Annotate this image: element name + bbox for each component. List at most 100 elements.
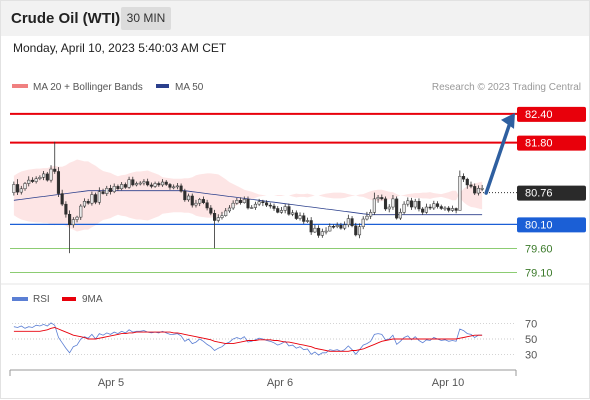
candle-body bbox=[305, 220, 310, 222]
price-level-resistance-label: 81.80 bbox=[525, 138, 553, 150]
candle-body bbox=[465, 178, 469, 186]
price-level-resistance-badge bbox=[517, 106, 586, 122]
candle-body bbox=[23, 183, 27, 190]
candle-body bbox=[12, 184, 16, 193]
candle-body bbox=[68, 213, 72, 226]
rsi-tick-label: 70 bbox=[525, 319, 537, 331]
candle-body bbox=[331, 226, 336, 228]
candle-body bbox=[283, 206, 287, 211]
candle-body bbox=[257, 201, 261, 205]
candle-body bbox=[246, 199, 250, 209]
rsi-tick-label: 50 bbox=[525, 334, 537, 346]
candle-body bbox=[90, 194, 94, 204]
last-price-label: 80.76 bbox=[525, 188, 553, 200]
candle-body bbox=[417, 201, 421, 210]
candle-body bbox=[53, 168, 57, 172]
candle-body bbox=[443, 207, 447, 210]
candle-body bbox=[298, 215, 302, 219]
candle-body bbox=[97, 191, 101, 203]
bollinger-legend-label: MA 20 + Bollinger Bands bbox=[33, 82, 143, 93]
candle-body bbox=[406, 200, 410, 205]
candle-body bbox=[328, 226, 332, 232]
rsi-line bbox=[13, 322, 483, 356]
candle-body bbox=[320, 231, 324, 236]
candle-body bbox=[439, 206, 443, 209]
x-tick-label: Apr 6 bbox=[267, 377, 293, 389]
candle-body bbox=[369, 212, 373, 217]
candle-body bbox=[354, 225, 358, 236]
candle-body bbox=[272, 205, 276, 209]
candle-body bbox=[409, 200, 414, 208]
candle-body bbox=[383, 198, 388, 210]
candle-body bbox=[242, 199, 246, 203]
candle-body bbox=[38, 176, 42, 179]
candle-body bbox=[42, 173, 46, 178]
bollinger-band-fill bbox=[13, 159, 483, 232]
datetime-label: Monday, April 10, 2023 5:40:03 AM CET bbox=[13, 41, 227, 55]
candle-body bbox=[447, 207, 451, 211]
candle-body bbox=[473, 186, 477, 194]
candle-body bbox=[268, 204, 272, 207]
candle-body bbox=[253, 203, 257, 208]
ma50-legend-swatch bbox=[156, 84, 169, 88]
candle-body bbox=[45, 173, 49, 181]
candle-body bbox=[71, 219, 75, 226]
candle-body bbox=[172, 186, 176, 189]
candle-body bbox=[350, 218, 354, 227]
timeframe-badge[interactable]: 30 MIN bbox=[121, 7, 171, 30]
candle-body bbox=[231, 202, 235, 209]
candle-body bbox=[421, 208, 425, 213]
price-level-minor-label: 79.10 bbox=[525, 267, 553, 279]
candle-body bbox=[60, 193, 64, 205]
candle-body bbox=[227, 207, 231, 212]
candle-body bbox=[175, 185, 179, 188]
candle-body bbox=[216, 217, 220, 221]
candle-body bbox=[19, 188, 23, 193]
rsi-ma-line bbox=[13, 327, 483, 352]
candle-body bbox=[402, 203, 406, 213]
x-tick-label: Apr 10 bbox=[432, 377, 464, 389]
candle-body bbox=[112, 186, 116, 192]
candle-body bbox=[142, 181, 146, 184]
candle-body bbox=[94, 194, 98, 203]
candle-body bbox=[279, 210, 283, 213]
candle-body bbox=[335, 225, 339, 227]
candle-body bbox=[462, 176, 466, 180]
candle-body bbox=[123, 184, 127, 188]
candle-body bbox=[194, 202, 198, 206]
candle-body bbox=[82, 201, 87, 207]
rsi-tick-label: 30 bbox=[525, 349, 537, 361]
candle-body bbox=[34, 178, 38, 182]
candle-body bbox=[476, 188, 480, 194]
rsi-ma-legend-swatch bbox=[62, 297, 76, 301]
candle-body bbox=[56, 171, 61, 194]
candle-body bbox=[376, 197, 380, 200]
candle-body bbox=[435, 203, 440, 207]
candle-body bbox=[261, 201, 265, 204]
projection-arrow-head bbox=[501, 112, 515, 129]
candle-body bbox=[454, 208, 458, 211]
candle-body bbox=[160, 181, 165, 186]
candle-body bbox=[201, 199, 205, 203]
candle-body bbox=[365, 215, 369, 220]
price-level-support-badge bbox=[517, 217, 586, 233]
rsi-ma-legend-label: 9MA bbox=[82, 294, 103, 305]
credit-label: Research © 2023 Trading Central bbox=[432, 82, 581, 93]
candle-body bbox=[198, 199, 202, 204]
candle-body bbox=[458, 176, 462, 211]
candle-body bbox=[324, 230, 328, 233]
candle-body bbox=[339, 225, 343, 229]
candle-body bbox=[105, 188, 109, 194]
candle-body bbox=[224, 210, 228, 216]
candle-body bbox=[153, 183, 157, 187]
candle-body bbox=[86, 201, 90, 204]
candle-body bbox=[131, 179, 135, 186]
x-tick-label: Apr 5 bbox=[98, 377, 124, 389]
candle-body bbox=[387, 206, 391, 210]
candle-body bbox=[391, 198, 395, 208]
candle-body bbox=[287, 206, 291, 215]
candle-body bbox=[64, 203, 68, 215]
candle-body bbox=[108, 188, 113, 192]
candle-body bbox=[30, 179, 34, 182]
